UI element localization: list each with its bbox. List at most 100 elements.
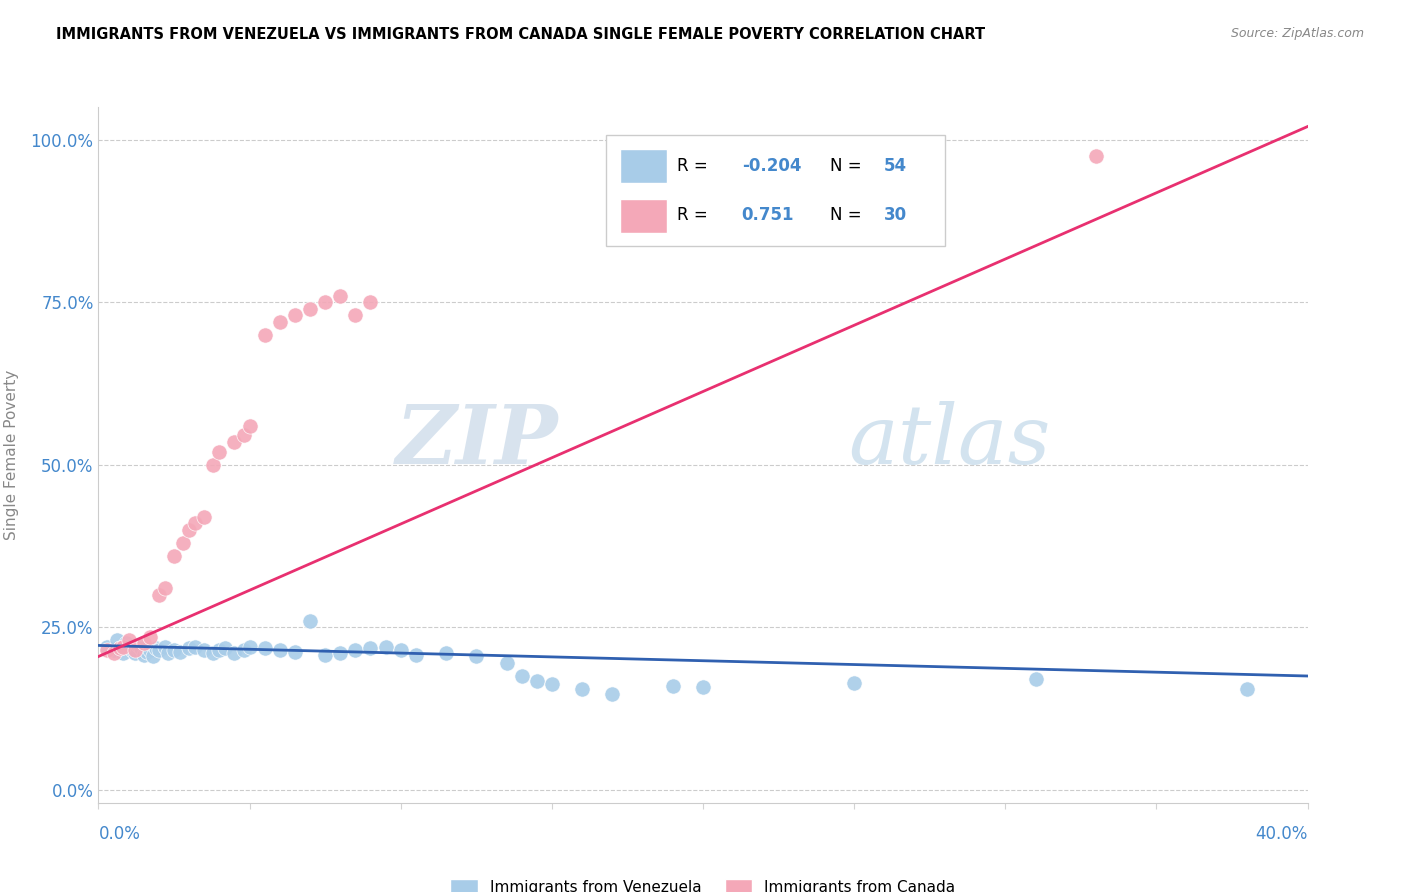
Point (177, 641, 201, 656)
Text: 40.0%: 40.0% (1256, 825, 1308, 843)
Point (169, 645, 191, 659)
Point (121, 643, 143, 657)
Point (434, 646, 457, 660)
Point (602, 687, 624, 701)
Point (145, 641, 167, 656)
Point (111, 646, 134, 660)
Point (692, 680, 714, 694)
Point (148, 588, 170, 602)
Text: 54: 54 (884, 157, 907, 175)
Point (177, 523, 201, 537)
Point (103, 643, 125, 657)
Point (103, 646, 125, 660)
Point (329, 288, 352, 302)
Point (571, 681, 593, 696)
Point (284, 645, 307, 659)
Point (202, 458, 225, 472)
Point (114, 636, 136, 650)
Point (127, 639, 149, 653)
Point (232, 428, 254, 442)
Text: IMMIGRANTS FROM VENEZUELA VS IMMIGRANTS FROM CANADA SINGLE FEMALE POVERTY CORREL: IMMIGRANTS FROM VENEZUELA VS IMMIGRANTS … (56, 27, 986, 42)
Point (139, 630, 162, 644)
Text: -0.204: -0.204 (742, 157, 801, 175)
Point (253, 641, 276, 656)
Point (214, 641, 236, 656)
Point (360, 295, 382, 310)
Point (405, 648, 427, 662)
Point (111, 640, 134, 654)
Text: atlas: atlas (848, 401, 1050, 481)
Point (224, 646, 246, 660)
Point (1024, 672, 1046, 686)
Point (153, 640, 176, 654)
Y-axis label: Single Female Poverty: Single Female Poverty (4, 370, 20, 540)
Point (163, 549, 186, 563)
Point (172, 535, 194, 549)
Point (132, 648, 155, 662)
Text: ZIP: ZIP (395, 401, 558, 481)
Point (184, 516, 207, 531)
Point (844, 675, 866, 690)
Point (526, 673, 548, 688)
Point (105, 633, 128, 648)
Point (314, 295, 336, 310)
Point (193, 643, 215, 657)
Point (360, 641, 382, 656)
Point (510, 669, 533, 683)
Point (344, 643, 367, 657)
Point (232, 643, 254, 657)
Point (184, 640, 207, 654)
Point (314, 648, 336, 662)
Point (202, 646, 225, 660)
Point (344, 308, 367, 322)
Point (465, 649, 488, 664)
Point (1085, 149, 1108, 163)
Point (124, 646, 146, 660)
Text: N =: N = (830, 206, 866, 224)
Point (299, 614, 322, 628)
Point (208, 643, 231, 657)
Point (224, 434, 246, 449)
Point (163, 643, 186, 657)
Point (139, 643, 162, 657)
Point (540, 677, 562, 691)
Point (1236, 681, 1258, 696)
Point (661, 679, 683, 693)
Legend: Immigrants from Venezuela, Immigrants from Canada: Immigrants from Venezuela, Immigrants fr… (444, 873, 962, 892)
Point (96, 643, 118, 657)
Point (108, 641, 131, 656)
Text: 0.0%: 0.0% (98, 825, 141, 843)
Text: 30: 30 (884, 206, 907, 224)
Point (156, 646, 179, 660)
Text: 0.751: 0.751 (742, 206, 794, 224)
Point (239, 640, 262, 654)
Bar (620, 149, 668, 183)
Point (193, 509, 215, 524)
Point (118, 633, 141, 648)
Point (269, 643, 291, 657)
Point (153, 581, 176, 595)
Point (253, 327, 276, 342)
Point (329, 646, 352, 660)
Point (108, 641, 131, 656)
FancyBboxPatch shape (606, 135, 945, 246)
Point (132, 636, 155, 650)
Text: R =: R = (678, 206, 713, 224)
Point (148, 643, 170, 657)
Text: R =: R = (678, 157, 713, 175)
Point (374, 640, 396, 654)
Point (284, 308, 307, 322)
Point (142, 649, 165, 664)
Point (239, 418, 262, 433)
Point (135, 645, 157, 659)
Point (96, 640, 118, 654)
Point (299, 301, 322, 316)
Point (118, 640, 141, 654)
Bar (620, 200, 668, 233)
Text: N =: N = (830, 157, 866, 175)
Point (124, 643, 146, 657)
Text: Source: ZipAtlas.com: Source: ZipAtlas.com (1230, 27, 1364, 40)
Point (208, 444, 231, 458)
Point (129, 641, 152, 656)
Point (269, 315, 291, 329)
